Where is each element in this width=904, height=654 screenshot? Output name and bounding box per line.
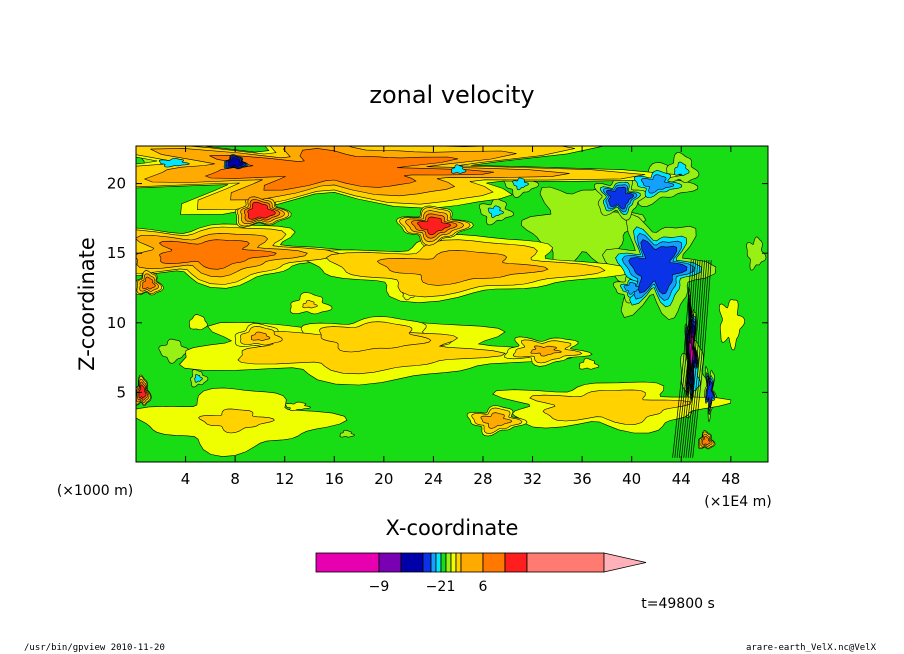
contour-region [487,205,504,218]
shear-contour-line [681,260,701,458]
contour-region [198,408,275,434]
x-axis-label: X-coordinate [386,516,519,540]
x-tick-label: 28 [473,470,492,488]
y-tick-label: 5 [116,383,126,401]
x-tick-label: 8 [230,470,240,488]
colorbar-arrow [603,552,647,573]
shear-contour-line [672,260,692,458]
contour-region [142,276,156,290]
time-label: t=49800 s [641,596,715,612]
colorbar-segment [400,552,424,573]
shear-contour-line [678,260,699,458]
contour-region [194,374,203,383]
x-tick-label: 36 [573,470,592,488]
x-tick-label: 20 [374,470,393,488]
contour-region [451,164,467,174]
x-tick-label: 44 [672,470,691,488]
colorbar-segment [460,552,484,573]
y-tick-label: 15 [107,244,126,262]
colorbar-label: −9 [369,579,390,595]
contour-region [158,158,190,168]
x-axis: 4 8 12 16 20 24 28 32 36 40 44 48 [181,146,740,488]
shear-contour-line [687,260,708,458]
contour-region [237,330,506,375]
plot-frame [135,145,769,463]
colorbar-segment [455,552,462,573]
contour-plot-area [136,146,768,462]
contour-region [628,239,688,295]
colorbar-segment [450,552,457,573]
contour-region [189,314,208,331]
shear-contour-line [692,260,712,458]
contour-region [285,401,312,412]
colorbar-segment [430,552,437,573]
shear-contour-line [685,260,705,458]
contour-region [578,358,600,370]
contour-region [302,300,318,309]
y-tick-label: 20 [107,175,126,193]
contour-region [623,281,641,295]
colorbar-label: 1 [447,579,456,595]
colorbar-segment [504,552,528,573]
contour-region [204,148,495,191]
y-tick-label: 10 [107,314,126,332]
x-tick-label: 12 [275,470,294,488]
footer-left: /usr/bin/gpview 2010-11-20 [24,643,165,653]
footer-right: arare-earth_VelX.nc@VelX [746,643,877,653]
colorbar-segment [526,552,605,573]
y-axis-label: Z-coordinate [75,237,99,371]
shear-contour-line [690,260,710,458]
colorbar-segment [440,552,447,573]
contour-region [247,201,276,220]
contour-region [376,250,549,286]
contour-region [606,186,634,210]
y-unit-label: (×1000 m) [57,483,133,499]
colorbar-segment [378,552,402,573]
contour-region [339,429,355,438]
x-tick-label: 48 [721,470,740,488]
shear-contour-line [676,260,696,458]
x-tick-label: 4 [181,470,191,488]
contour-region [530,345,562,357]
colorbar-segment [445,552,452,573]
x-tick-label: 24 [424,470,443,488]
shear-contour-line [683,260,703,458]
contour-region [640,174,675,194]
shear-contour-line [674,260,694,458]
x-tick-label: 40 [622,470,641,488]
contour-region [706,378,714,409]
contour-region [158,338,189,364]
colorbar-segment [482,552,506,573]
contour-region [319,321,432,353]
colorbar-label: −2 [426,579,447,595]
chart-title: zonal velocity [369,81,534,109]
x-tick-label: 32 [523,470,542,488]
colorbar-segment [422,552,432,573]
contour-region [250,331,271,341]
x-tick-label: 16 [325,470,344,488]
x-unit-label: (×1E4 m) [704,494,771,510]
contour-region [512,177,529,191]
colorbar-segment [315,552,380,573]
contour-region [529,389,691,425]
contour-region [480,412,513,429]
contour-region [674,161,690,176]
colorbar-label: 6 [479,579,488,595]
contour-region [718,299,745,351]
contour-region [417,216,452,236]
contour-region [158,239,277,270]
contour-region [227,157,244,167]
colorbar: −9 −2 1 6 [315,552,647,595]
colorbar-segment [435,552,442,573]
contour-region [746,236,767,271]
contour-region [702,435,711,446]
y-axis: 5 10 15 20 [107,175,768,401]
